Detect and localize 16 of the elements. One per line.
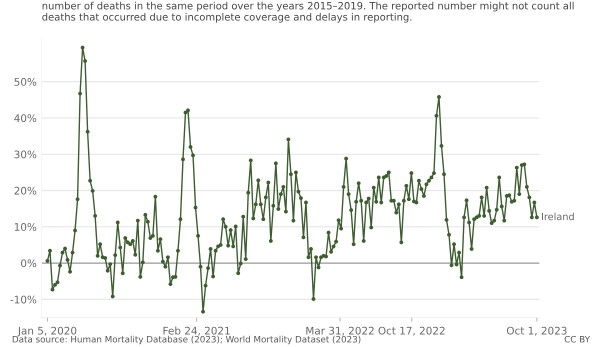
text: CC BY <box>564 336 590 343</box>
y-tick-label: -10% <box>10 296 36 304</box>
x-tick-label: Feb 24, 2021 <box>164 326 230 336</box>
y-tick-label: 10% <box>14 223 36 231</box>
x-tick-label: Mar 31, 2022 <box>306 326 374 336</box>
series-label: Ireland <box>542 212 574 220</box>
y-tick-label: 0% <box>21 259 36 268</box>
y-tick-label: 20% <box>14 186 36 195</box>
chart-subtitle: number of deaths in the same period over the years 2015–2019. The reported number might not count all deaths that occurred due to incomplete coverage and delays in reporting. <box>42 2 574 23</box>
x-tick-label: Jan 5, 2020 <box>17 326 76 337</box>
y-tick-label: 30% <box>14 150 36 158</box>
source-note: Data source: Human Mortality Database (2023); World Mortality Dataset (2023) <box>12 336 360 344</box>
y-tick-label: 40% <box>14 114 36 122</box>
x-tick-label: Oct 1, 2023 <box>506 326 567 336</box>
x-tick-label: Oct 17, 2022 <box>378 326 445 336</box>
y-tick-label: 50% <box>14 78 36 86</box>
